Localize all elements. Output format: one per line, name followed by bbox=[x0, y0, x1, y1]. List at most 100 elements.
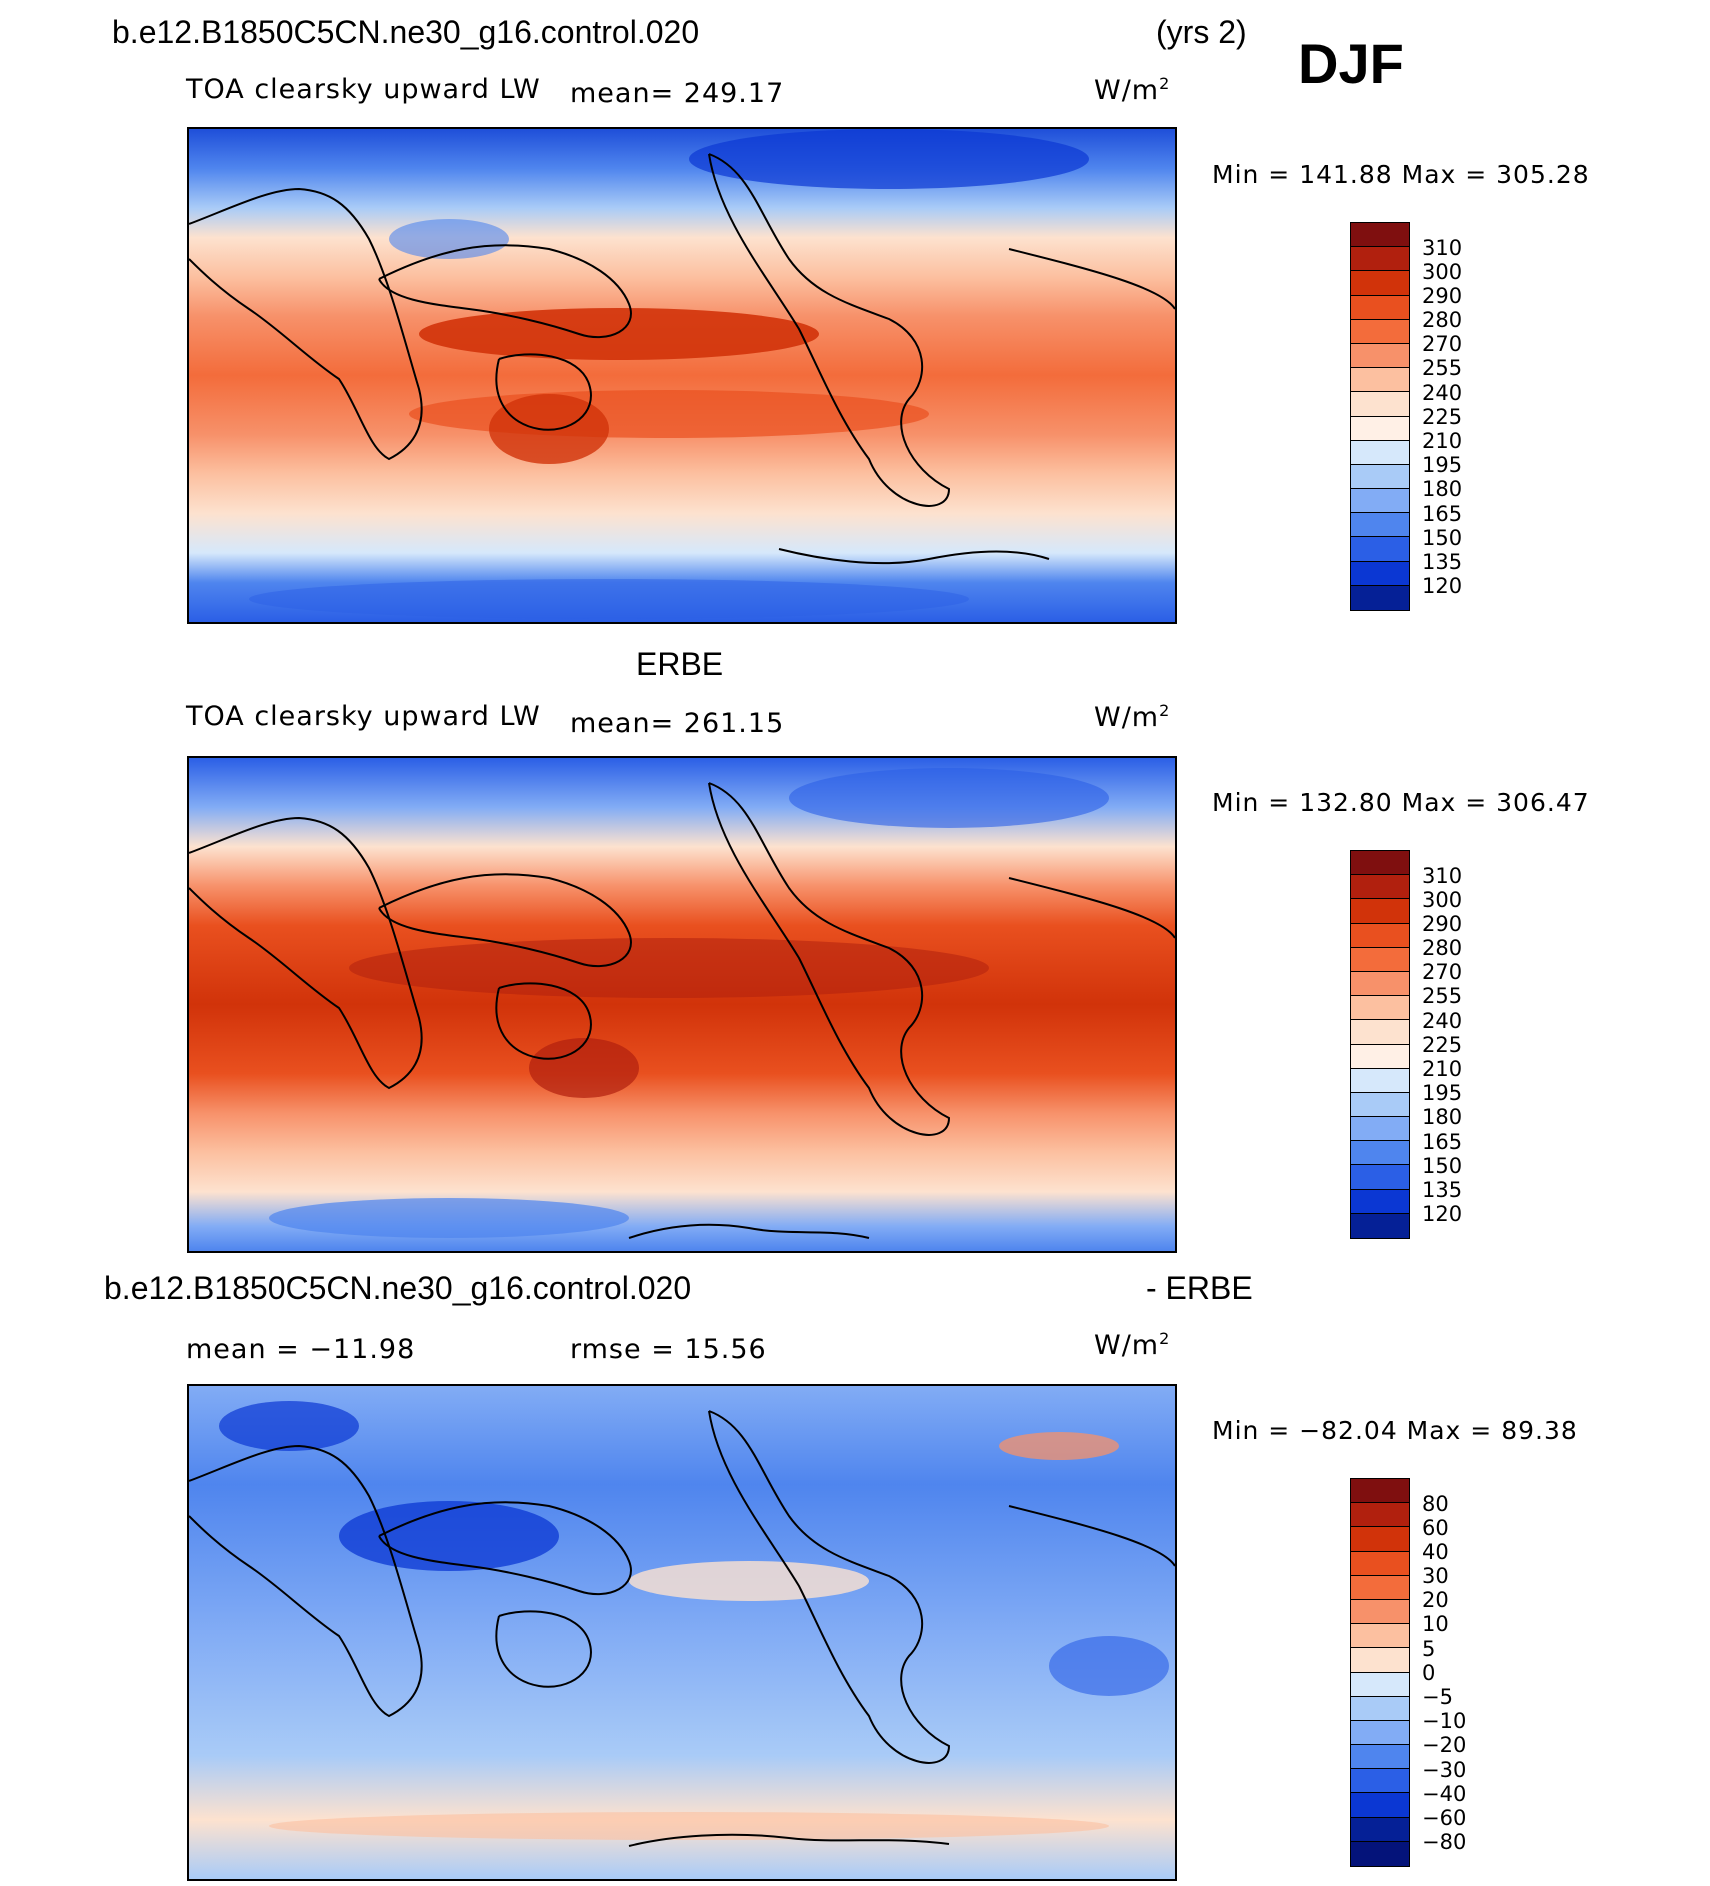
panel-a-colorbar-box bbox=[1351, 537, 1409, 562]
colorbar-label: 180 bbox=[1422, 1105, 1463, 1129]
colorbar-label: 165 bbox=[1422, 1130, 1463, 1154]
colorbar-label: 180 bbox=[1422, 477, 1463, 501]
panel-a-field bbox=[189, 129, 1175, 622]
panel-a-colorbar-box bbox=[1351, 247, 1409, 272]
panel-b-colorbar-box bbox=[1351, 1189, 1409, 1214]
colorbar-label: 150 bbox=[1422, 526, 1463, 550]
panel-b-colorbar bbox=[1350, 850, 1410, 1239]
panel-b-field bbox=[189, 758, 1175, 1251]
panel-c-greenland-cold bbox=[219, 1401, 359, 1451]
colorbar-label: 0 bbox=[1422, 1661, 1436, 1685]
panel-c-southern-warm bbox=[269, 1812, 1109, 1840]
panel-a-antarctic-cold bbox=[249, 579, 969, 619]
panel-b-colorbar-box bbox=[1351, 1165, 1409, 1190]
panel-c-asia-cold bbox=[339, 1501, 559, 1571]
panel-b-colorbar-box bbox=[1351, 1117, 1409, 1142]
panel-a-colorbar-box bbox=[1351, 561, 1409, 586]
panel-b-variable: TOA clearsky upward LW bbox=[186, 701, 541, 732]
colorbar-label: 280 bbox=[1422, 308, 1463, 332]
colorbar-label: 135 bbox=[1422, 1178, 1463, 1202]
panel-a-colorbar-box bbox=[1351, 223, 1409, 248]
panel-b-colorbar-box bbox=[1351, 851, 1409, 876]
panel-b-colorbar-box bbox=[1351, 875, 1409, 900]
colorbar-label: 135 bbox=[1422, 550, 1463, 574]
panel-a-colorbar-box bbox=[1351, 585, 1409, 610]
colorbar-label: 225 bbox=[1422, 405, 1463, 429]
panel-a-colorbar bbox=[1350, 222, 1410, 611]
panel-b-colorbar-box bbox=[1351, 1141, 1409, 1166]
colorbar-label: 30 bbox=[1422, 1564, 1449, 1588]
panel-c-colorbar-box bbox=[1351, 1479, 1409, 1504]
panel-b-minmax: Min = 132.80 Max = 306.47 bbox=[1212, 788, 1590, 817]
panel-c-colorbar-box bbox=[1351, 1817, 1409, 1842]
panel-b-colorbar-box bbox=[1351, 1068, 1409, 1093]
colorbar-label: 195 bbox=[1422, 1081, 1463, 1105]
panel-c-colorbar bbox=[1350, 1478, 1410, 1867]
panel-c-field bbox=[189, 1386, 1175, 1879]
panel-c-south-atlantic-cold bbox=[1049, 1636, 1169, 1696]
colorbar-label: 300 bbox=[1422, 888, 1463, 912]
panel-a-tibet-cold bbox=[389, 219, 509, 259]
panel-a-coastlines bbox=[189, 153, 1175, 565]
colorbar-label: 240 bbox=[1422, 381, 1463, 405]
colorbar-label: 40 bbox=[1422, 1540, 1449, 1564]
panel-c-colorbar-box bbox=[1351, 1648, 1409, 1673]
panel-b-mean: mean= 261.15 bbox=[570, 708, 785, 739]
panel-a-mean: mean= 249.17 bbox=[570, 78, 785, 109]
panel-b-colorbar-box bbox=[1351, 947, 1409, 972]
panel-a-colorbar-box bbox=[1351, 464, 1409, 490]
colorbar-label: 210 bbox=[1422, 429, 1463, 453]
panel-c-colorbar-box bbox=[1351, 1551, 1409, 1576]
panel-a-map bbox=[187, 127, 1177, 624]
colorbar-label: 10 bbox=[1422, 1612, 1449, 1636]
colorbar-label: −80 bbox=[1422, 1830, 1467, 1854]
panel-b-colorbar-box bbox=[1351, 1092, 1409, 1118]
colorbar-label: 300 bbox=[1422, 260, 1463, 284]
colorbar-label: 255 bbox=[1422, 984, 1463, 1008]
panel-b-arctic-cold bbox=[789, 768, 1109, 828]
colorbar-label: 165 bbox=[1422, 502, 1463, 526]
panel-b-colorbar-box bbox=[1351, 1213, 1409, 1238]
colorbar-label: 280 bbox=[1422, 936, 1463, 960]
colorbar-label: 290 bbox=[1422, 284, 1463, 308]
panel-c-title-right: - ERBE bbox=[1146, 1270, 1253, 1306]
colorbar-label: −10 bbox=[1422, 1709, 1467, 1733]
colorbar-label: 270 bbox=[1422, 332, 1463, 356]
panel-a-colorbar-box bbox=[1351, 343, 1409, 369]
colorbar-label: 290 bbox=[1422, 912, 1463, 936]
panel-c-colorbar-box bbox=[1351, 1745, 1409, 1770]
colorbar-label: 240 bbox=[1422, 1009, 1463, 1033]
panel-a-colorbar-box bbox=[1351, 295, 1409, 320]
panel-a-colorbar-box bbox=[1351, 440, 1409, 465]
panel-c-mean: mean = −11.98 bbox=[186, 1334, 416, 1365]
panel-c-colorbar-box bbox=[1351, 1769, 1409, 1794]
colorbar-label: 225 bbox=[1422, 1033, 1463, 1057]
panel-c-pacific-warm bbox=[629, 1561, 869, 1601]
panel-a-colorbar-box bbox=[1351, 416, 1409, 441]
colorbar-label: 150 bbox=[1422, 1154, 1463, 1178]
panel-c-colorbar-box bbox=[1351, 1720, 1409, 1746]
panel-c-colorbar-box bbox=[1351, 1696, 1409, 1721]
panel-c-colorbar-box bbox=[1351, 1624, 1409, 1649]
panel-c-units: W/m2 bbox=[1094, 1329, 1171, 1361]
colorbar-label: 5 bbox=[1422, 1637, 1436, 1661]
case-title: b.e12.B1850C5CN.ne30_g16.control.020 bbox=[112, 14, 700, 50]
panel-c-colorbar-box bbox=[1351, 1672, 1409, 1697]
panel-c-colorbar-box bbox=[1351, 1599, 1409, 1625]
panel-c-colorbar-box bbox=[1351, 1793, 1409, 1818]
panel-c-minmax: Min = −82.04 Max = 89.38 bbox=[1212, 1416, 1578, 1445]
colorbar-label: 80 bbox=[1422, 1492, 1449, 1516]
colorbar-label: 210 bbox=[1422, 1057, 1463, 1081]
panel-b-title: ERBE bbox=[636, 646, 724, 682]
panel-a-warm-pool-north bbox=[419, 308, 819, 360]
panel-c-map bbox=[187, 1384, 1177, 1881]
panel-b-colorbar-box bbox=[1351, 1044, 1409, 1069]
panel-b-colorbar-box bbox=[1351, 996, 1409, 1021]
panel-c-coastlines bbox=[189, 1410, 1175, 1847]
panel-a-variable: TOA clearsky upward LW bbox=[186, 74, 541, 105]
panel-c-rmse: rmse = 15.56 bbox=[570, 1334, 767, 1365]
colorbar-label: 195 bbox=[1422, 453, 1463, 477]
panel-b-colorbar-box bbox=[1351, 899, 1409, 924]
panel-b-units: W/m2 bbox=[1094, 701, 1171, 733]
colorbar-label: −60 bbox=[1422, 1806, 1467, 1830]
